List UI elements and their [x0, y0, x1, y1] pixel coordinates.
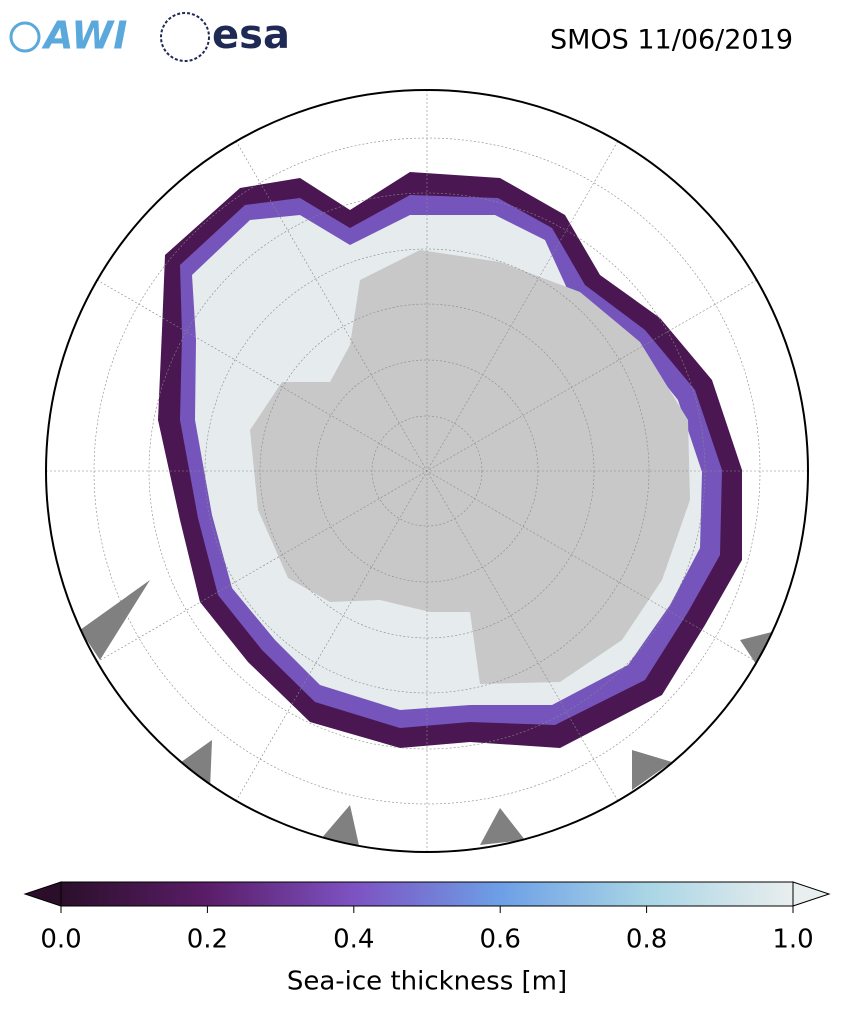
map [46, 90, 808, 852]
colorbar-extend-high [792, 881, 831, 907]
map-boundary [45, 89, 809, 853]
colorbar-gradient [60, 881, 794, 907]
esa-text: esa [212, 12, 290, 58]
colorbar: 0.0 0.2 0.4 0.6 0.8 1.0 [23, 881, 831, 955]
antarctica [250, 250, 690, 684]
colorbar-label: Sea-ice thickness [m] [287, 967, 567, 997]
esa-logo: esa [160, 12, 290, 62]
colorbar-extend-low [23, 881, 62, 907]
graticule [46, 90, 808, 852]
colorbar-tick-label: 0.6 [480, 925, 521, 955]
chart-title: SMOS 11/06/2019 [550, 25, 793, 56]
colorbar-tick-label: 0.8 [626, 925, 667, 955]
awi-logo: AWI [9, 14, 127, 58]
colorbar-tick-label: 0.2 [187, 925, 228, 955]
colorbar-tick-label: 1.0 [772, 925, 813, 955]
awi-text: AWI [41, 14, 127, 58]
colorbar-tick-label: 0.0 [40, 925, 81, 955]
colorbar-tick-label: 0.4 [333, 925, 374, 955]
